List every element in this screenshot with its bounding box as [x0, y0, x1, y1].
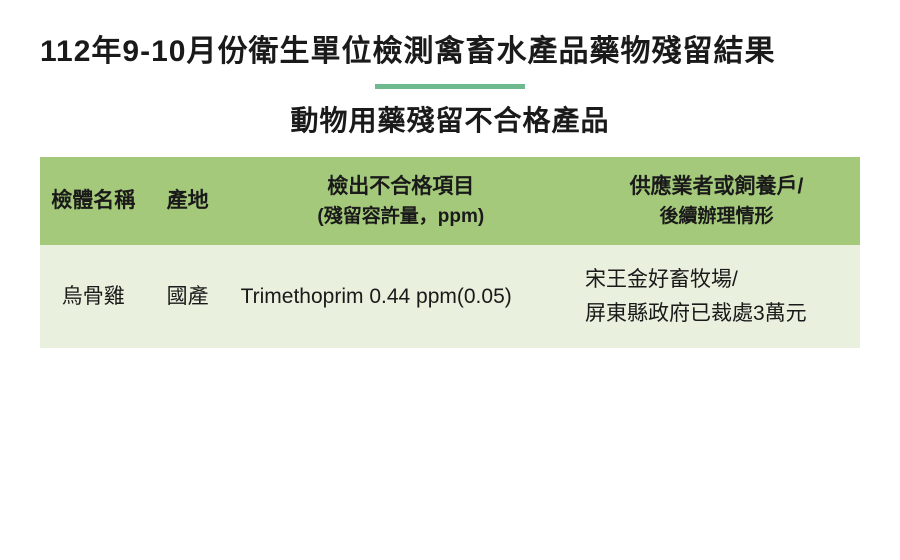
page-subtitle: 動物用藥殘留不合格產品 [40, 99, 860, 139]
col-header-item: 檢出不合格項目 (殘留容許量，ppm) [229, 157, 573, 245]
cell-item: Trimethoprim 0.44 ppm(0.05) [229, 245, 573, 348]
page-title: 112年9-10月份衛生單位檢測禽畜水產品藥物殘留結果 [40, 26, 860, 70]
col-header-supplier-label: 供應業者或飼養戶/ [630, 175, 804, 198]
report-page: 112年9-10月份衛生單位檢測禽畜水產品藥物殘留結果 動物用藥殘留不合格產品 … [0, 0, 900, 348]
col-header-supplier-sub: 後續辦理情形 [583, 203, 850, 232]
cell-name: 烏骨雞 [40, 245, 147, 348]
title-divider [375, 84, 525, 89]
col-header-origin-label: 產地 [167, 189, 209, 212]
table-body: 烏骨雞 國產 Trimethoprim 0.44 ppm(0.05) 宋王金好畜… [40, 245, 860, 348]
col-header-item-label: 檢出不合格項目 [327, 175, 474, 198]
col-header-name: 檢體名稱 [40, 157, 147, 245]
results-table: 檢體名稱 產地 檢出不合格項目 (殘留容許量，ppm) 供應業者或飼養戶/ 後續… [40, 157, 860, 348]
table-header-row: 檢體名稱 產地 檢出不合格項目 (殘留容許量，ppm) 供應業者或飼養戶/ 後續… [40, 157, 860, 245]
col-header-name-label: 檢體名稱 [51, 189, 135, 212]
col-header-supplier: 供應業者或飼養戶/ 後續辦理情形 [573, 157, 860, 245]
col-header-origin: 產地 [147, 157, 229, 245]
cell-origin: 國產 [147, 245, 229, 348]
col-header-item-sub: (殘留容許量，ppm) [239, 203, 563, 232]
cell-supplier: 宋王金好畜牧場/ 屏東縣政府已裁處3萬元 [573, 245, 860, 348]
table-row: 烏骨雞 國產 Trimethoprim 0.44 ppm(0.05) 宋王金好畜… [40, 245, 860, 348]
